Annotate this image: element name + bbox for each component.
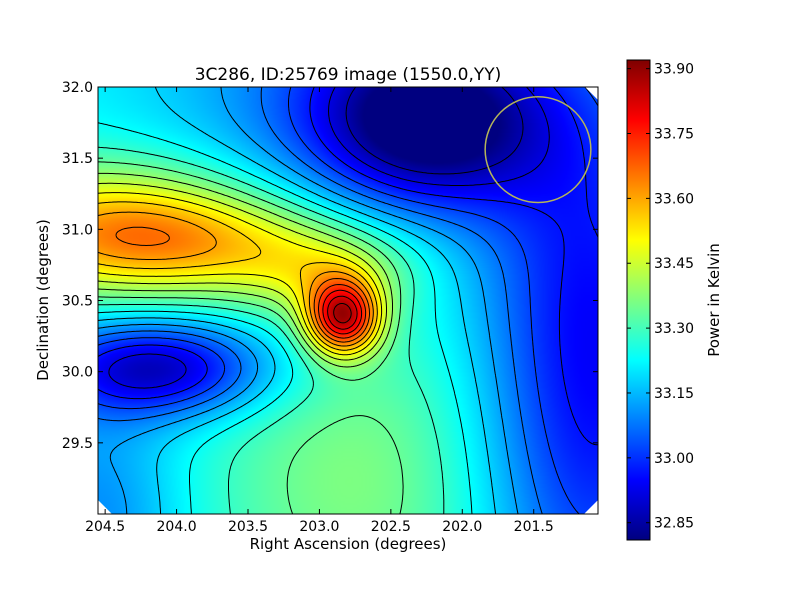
contour-line [322, 289, 363, 335]
contour-line [98, 87, 519, 514]
y-axis-label: Declination (degrees) [34, 219, 52, 381]
y-tick-label: 31.5 [62, 151, 93, 167]
y-tick-label: 31.0 [62, 222, 93, 238]
colorbar-ticks: 32.85 33.00 33.15 33.30 33.45 33.60 33.75 33.90 [627, 62, 694, 532]
heatmap-image [98, 87, 598, 514]
colorbar-tick-label: 33.30 [654, 321, 694, 337]
x-tick-label: 204.5 [85, 519, 125, 535]
x-tick-label: 202.0 [442, 519, 482, 535]
x-tick-label: 202.5 [371, 519, 411, 535]
contour-line [98, 87, 543, 514]
contour-line [345, 87, 524, 175]
contour-line [98, 122, 473, 514]
contour-line [115, 226, 370, 343]
colorbar-tick-label: 33.60 [654, 191, 694, 207]
colorbar-tick-label: 33.75 [654, 127, 694, 143]
heatmap-area [98, 87, 598, 514]
colorbar-tick-label: 33.45 [654, 256, 694, 272]
y-tick-label: 30.5 [62, 294, 93, 310]
beam-circle [484, 96, 592, 204]
chart-title: 3C286, ID:25769 image (1550.0,YY) [195, 65, 502, 85]
contour-line [98, 182, 387, 361]
contour-line [98, 87, 497, 514]
y-tick-label: 32.0 [62, 80, 93, 96]
contour-line [327, 295, 358, 330]
corner-masks [98, 87, 598, 514]
contour-line [98, 211, 374, 347]
y-axis-ticks: 29.5 30.0 30.5 31.0 31.5 32.0 [62, 80, 598, 452]
colorbar-tick-label: 33.00 [654, 451, 694, 467]
x-axis-ticks: 204.5 204.0 203.5 203.0 202.5 202.0 201.5 [85, 87, 554, 535]
colorbar-tick-label: 33.15 [654, 386, 694, 402]
x-tick-label: 203.5 [228, 519, 268, 535]
x-axis-label: Right Ascension (degrees) [250, 535, 447, 553]
contour-line [98, 201, 378, 351]
colorbar-tick-label: 33.90 [654, 62, 694, 78]
contour-line [108, 87, 550, 389]
contour-line [98, 87, 598, 446]
contour-line [333, 303, 352, 324]
colorbar-label: Power in Kelvin [705, 243, 723, 357]
colorbar-tick-label: 32.85 [654, 516, 694, 532]
x-tick-label: 203.0 [299, 519, 339, 535]
contour-line [98, 192, 383, 356]
x-tick-label: 204.0 [157, 519, 197, 535]
contour-line [98, 161, 404, 514]
contour-line [318, 284, 367, 339]
colorbar [626, 59, 651, 541]
x-tick-label: 201.5 [514, 519, 554, 535]
y-tick-label: 30.0 [62, 365, 93, 381]
contour-line [98, 172, 393, 368]
contour-lines [98, 87, 598, 514]
y-tick-label: 29.5 [62, 436, 93, 452]
contour-line [98, 146, 445, 514]
